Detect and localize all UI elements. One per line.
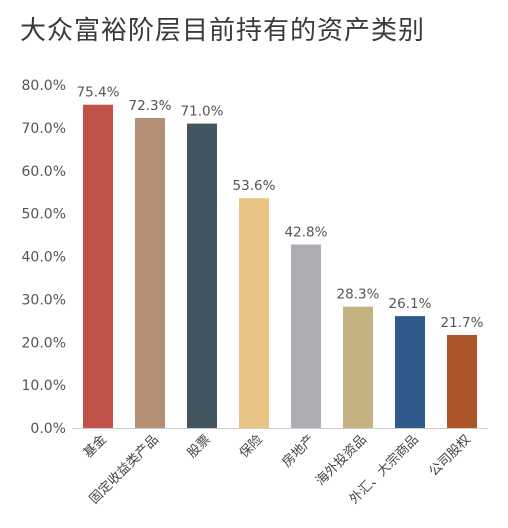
x-tick-label: 海外投资品 [313, 432, 370, 489]
bar [291, 244, 321, 428]
bar [135, 118, 165, 429]
bar [83, 104, 113, 428]
y-tick-label: 10.0% [22, 378, 66, 394]
bar [395, 316, 425, 428]
bar-value-label: 28.3% [337, 287, 380, 303]
y-tick-label: 30.0% [22, 292, 66, 308]
x-tick-label: 基金 [80, 432, 110, 462]
x-tick-label: 房地产 [279, 432, 318, 471]
bar-value-label: 71.0% [181, 104, 224, 120]
bar-value-label: 53.6% [233, 178, 276, 194]
bar-value-label: 26.1% [389, 296, 432, 312]
bar [447, 334, 477, 428]
bar-value-label: 72.3% [129, 98, 172, 114]
x-tick-label: 股票 [185, 432, 214, 461]
x-tick-label: 保险 [237, 432, 266, 461]
y-tick-label: 40.0% [22, 250, 66, 266]
bar [239, 198, 269, 428]
bar-value-label: 42.8% [285, 224, 328, 240]
x-tick-label: 公司股权 [426, 432, 474, 480]
bar [187, 123, 217, 429]
bar-value-label: 21.7% [441, 315, 484, 331]
chart-title: 大众富裕阶层目前持有的资产类别 [20, 16, 426, 46]
y-tick-label: 50.0% [22, 207, 66, 223]
y-tick-label: 80.0% [22, 78, 66, 94]
y-tick-label: 0.0% [30, 421, 66, 437]
y-axis: 0.0% 10.0% 20.0% 30.0% 40.0% 50.0% 60.0% 70.0% 8… [22, 78, 66, 437]
y-tick-label: 20.0% [22, 335, 66, 351]
bar-value-label: 75.4% [77, 85, 120, 101]
y-tick-label: 60.0% [22, 164, 66, 180]
bar [343, 306, 373, 428]
bars: 75.4% 72.3% 71.0% 53.6% 42.8% 28.3% 26.1% 21.7% [77, 85, 484, 429]
y-tick-label: 70.0% [22, 121, 66, 137]
